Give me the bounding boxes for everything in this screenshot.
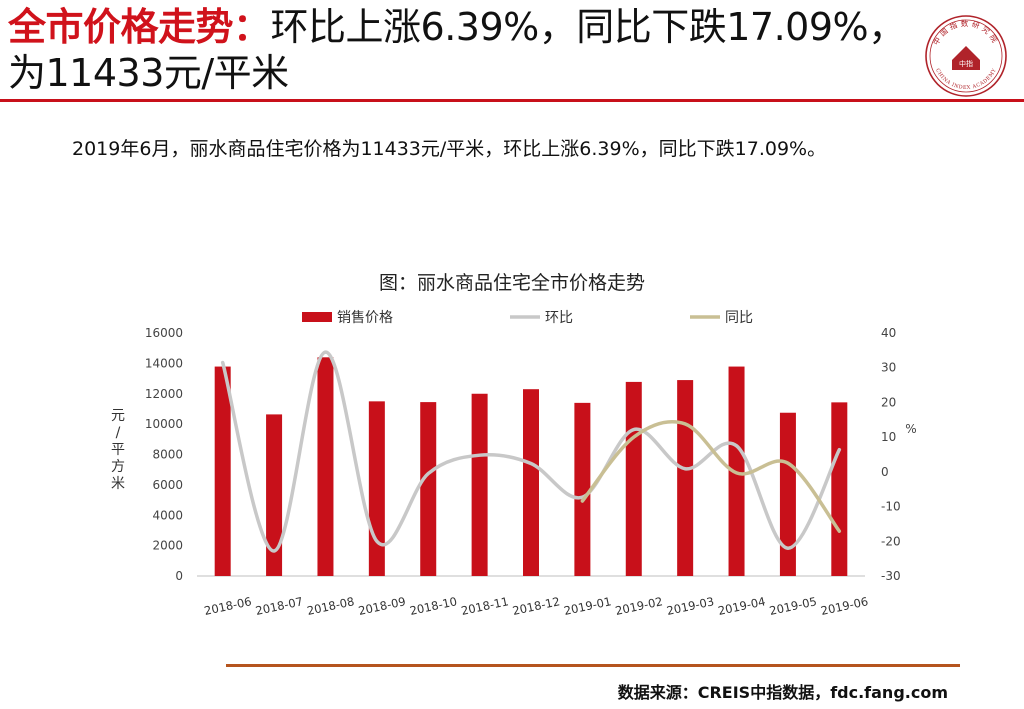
y-right-tick-label: 30 [881,361,896,375]
x-tick-label: 2018-12 [511,594,561,618]
y-axis-label-char: / [116,425,121,441]
y-axis-label-char: 米 [111,476,125,492]
price-bar [523,389,539,576]
yoy-line [580,419,842,533]
legend-label-yoy: 同比 [725,310,753,326]
x-tick-label: 2019-06 [820,594,870,618]
x-tick-label: 2019-01 [563,594,613,618]
china-index-academy-logo: 中国指数研究院 CHINA INDEX ACADEMY 中指 [925,15,1007,97]
y-tick-label: 12000 [145,387,183,401]
price-bar [266,414,283,576]
chart-title: 图：丽水商品住宅全市价格走势 [378,272,645,294]
y-right-tick-label: -10 [881,500,901,514]
y-tick-label: 0 [175,569,183,583]
price-bar [779,412,796,576]
y-tick-label: 16000 [145,326,183,340]
svg-text:中指: 中指 [959,59,973,68]
x-tick-label: 2019-03 [665,594,715,618]
x-tick-label: 2018-06 [203,594,253,618]
y-right-tick-label: -20 [881,534,901,548]
y-right-tick-label: 20 [881,395,896,409]
x-tick-label: 2018-07 [254,594,304,618]
x-tick-label: 2019-04 [717,594,767,618]
price-bar [214,366,231,576]
legend-label-price: 销售价格 [337,310,393,326]
summary-text: 2019年6月，丽水商品住宅价格为11433元/平米，环比上涨6.39%，同比下… [72,138,827,160]
y-right-axis-label: % [905,422,916,436]
price-bar [368,401,385,576]
x-tick-label: 2018-09 [357,594,407,618]
y-right-tick-label: 10 [881,430,896,444]
header-rule [0,99,1024,102]
footer-rule [226,664,960,667]
y-tick-label: 2000 [152,539,183,553]
mom-line [220,350,842,553]
y-tick-label: 8000 [152,448,183,462]
x-tick-label: 2018-10 [408,594,458,618]
y-right-tick-label: 40 [881,326,896,340]
headline-text: 环比上涨6.39%，同比下跌17.09%，为11433元/平米 [8,5,906,95]
y-axis-label-char: 平 [111,442,125,458]
y-axis-label-char: 元 [111,408,125,424]
y-tick-label: 14000 [145,356,183,370]
y-tick-label: 10000 [145,417,183,431]
price-bar [471,393,488,576]
y-right-tick-label: 0 [881,465,889,479]
price-bar [420,402,437,576]
legend-label-mom: 环比 [545,310,573,326]
headline-highlight: 全市价格走势： [8,5,271,49]
price-bar [317,357,334,576]
price-bar [574,402,591,576]
x-tick-label: 2019-05 [768,594,818,618]
price-bar [831,402,848,576]
x-tick-label: 2019-02 [614,594,664,618]
y-tick-label: 6000 [152,478,183,492]
x-tick-label: 2018-11 [460,594,510,618]
y-tick-label: 4000 [152,508,183,522]
y-axis-label-char: 方 [111,459,125,475]
legend-swatch-price [302,312,332,322]
y-right-tick-label: -30 [881,569,901,583]
headline: 全市价格走势：环比上涨6.39%，同比下跌17.09%，为11433元/平米 [8,4,908,96]
price-bar [625,381,642,576]
x-tick-label: 2018-08 [306,594,356,618]
data-source: 数据来源：CREIS中指数据，fdc.fang.com [617,683,948,702]
price-bar [677,380,694,576]
